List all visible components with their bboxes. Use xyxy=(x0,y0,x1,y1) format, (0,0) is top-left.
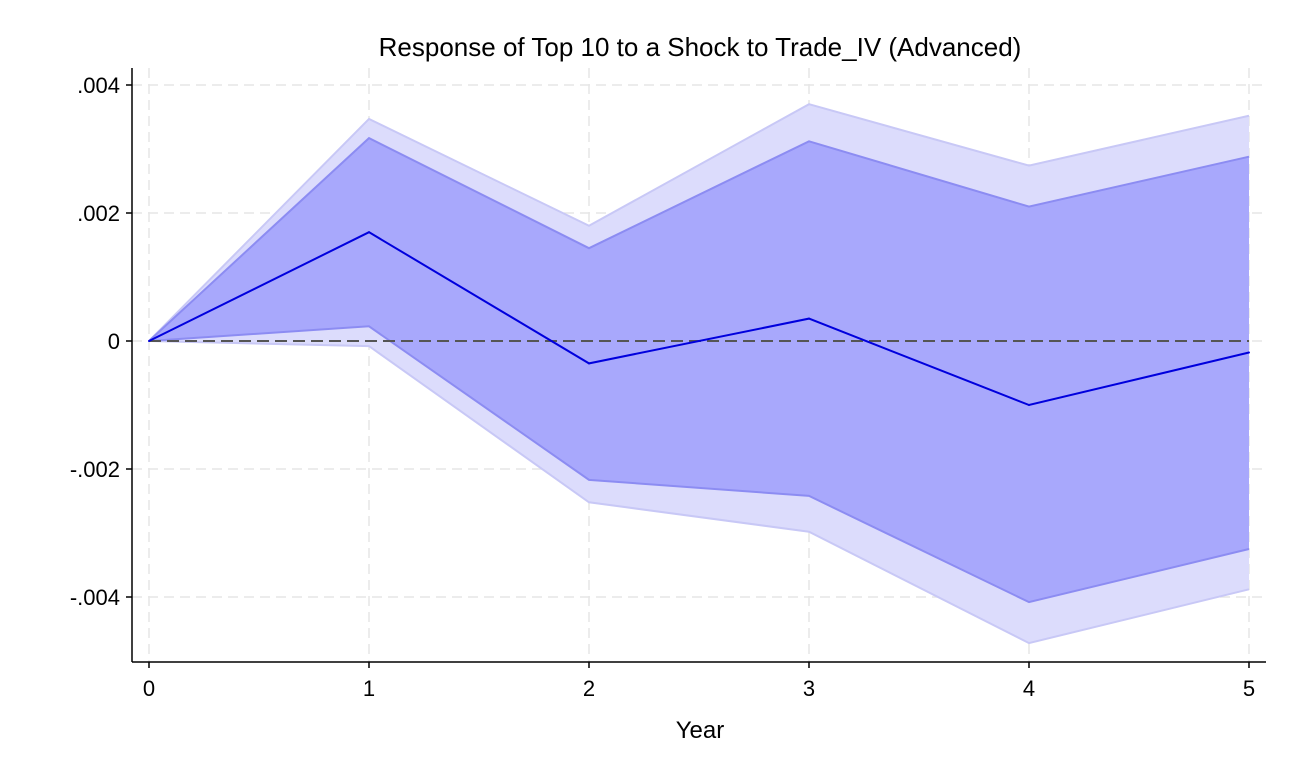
irf-point-0-4 xyxy=(1028,404,1030,406)
irf-point-0-0 xyxy=(148,340,150,342)
irf-point-0-1 xyxy=(368,231,370,234)
y-tick-label-4: -.004 xyxy=(70,585,120,610)
y-tick-label-0: .004 xyxy=(77,73,120,98)
confidence-bands xyxy=(148,103,1250,645)
x-tick-label-2: 2 xyxy=(583,676,595,701)
x-axis-title: Year xyxy=(676,717,725,744)
tick-labels: .004 .002 0 -.002 -.004 0 1 2 3 4 5 xyxy=(70,73,1255,701)
x-tick-label-4: 4 xyxy=(1023,676,1035,701)
irf-point-0-3 xyxy=(808,317,810,320)
confidence-band-0-lower-edge xyxy=(148,340,1250,645)
irf-point-0-5 xyxy=(1248,351,1250,354)
x-tick-label-3: 3 xyxy=(803,676,815,701)
y-tick-label-1: .002 xyxy=(77,201,120,226)
confidence-band-1 xyxy=(149,138,1249,603)
chart-title: Response of Top 10 to a Shock to Trade_I… xyxy=(379,32,1022,62)
irf-point-0-2 xyxy=(588,362,590,365)
y-tick-label-2: 0 xyxy=(108,329,120,354)
x-tick-label-1: 1 xyxy=(363,676,375,701)
irf-line-0 xyxy=(148,231,1250,407)
confidence-band-0-upper-edge xyxy=(148,103,1250,342)
confidence-band-1-upper-edge xyxy=(148,136,1250,342)
confidence-band-1-lower-edge xyxy=(148,325,1250,604)
axes xyxy=(131,68,1266,663)
x-tick-label-0: 0 xyxy=(143,676,155,701)
x-tick-label-5: 5 xyxy=(1243,676,1255,701)
y-tick-label-3: -.002 xyxy=(70,457,120,482)
series-lines xyxy=(148,231,1250,407)
